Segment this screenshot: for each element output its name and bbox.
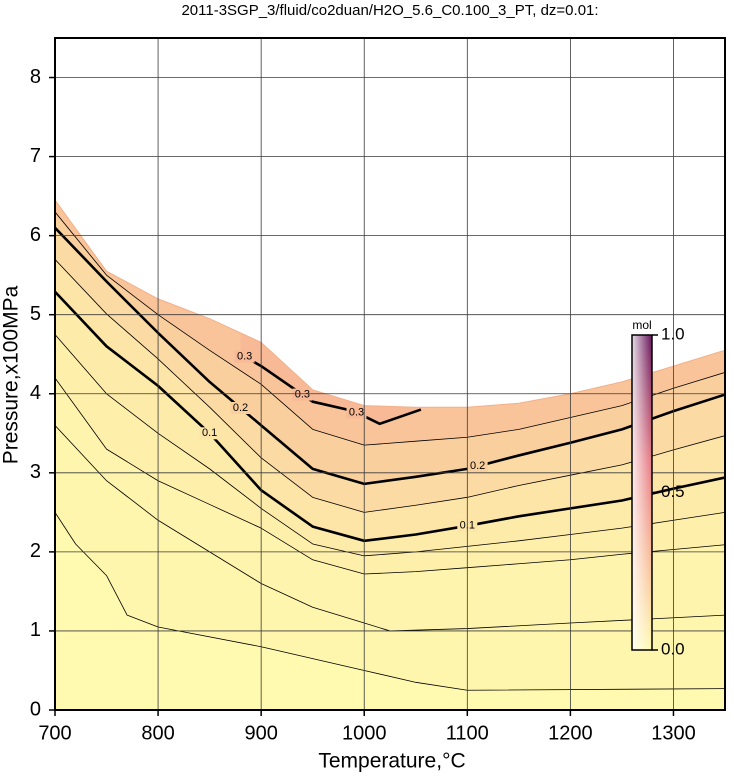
contour-line [55, 211, 725, 446]
x-tick-label: 1100 [446, 722, 489, 744]
x-tick-label: 700 [38, 722, 71, 744]
contour-label: 0.2 [233, 402, 248, 414]
colorbar-shade [632, 335, 652, 650]
contour-label-gap [230, 401, 251, 414]
y-tick-label: 2 [30, 540, 41, 562]
x-tick-label: 1000 [342, 722, 387, 744]
colorbar-tick-label: 0.0 [661, 639, 685, 658]
y-tick-label: 3 [30, 461, 41, 483]
x-axis-label: Temperature,°C [318, 750, 465, 773]
y-tick-label: 6 [30, 224, 41, 246]
contour-label-gap [292, 388, 313, 401]
contour-band [240, 200, 421, 424]
y-tick-label: 1 [30, 619, 41, 641]
contour-line [55, 512, 725, 691]
x-tick-label: 1200 [548, 722, 593, 744]
contour-label-gap [234, 350, 255, 363]
contour-label: 0.2 [470, 460, 485, 472]
plot-area: 0.10.10.20.20.30.30.3 [55, 199, 725, 710]
plot-frame [54, 37, 726, 711]
y-tick-label: 5 [30, 303, 41, 325]
contour-line [55, 334, 725, 557]
y-tick-label: 7 [30, 145, 41, 167]
contour-label-gap [467, 460, 488, 473]
contour-label: 0.3 [349, 406, 364, 418]
filled-region [55, 200, 725, 710]
contour-line [55, 425, 725, 632]
y-tick-label: 0 [30, 698, 41, 720]
contour-label: 0.1 [202, 427, 217, 439]
colorbar-tick-label: 1.0 [661, 324, 685, 343]
contour-label: 0.3 [295, 388, 310, 400]
x-tick-label: 1300 [651, 722, 696, 744]
y-tick-label: 4 [30, 382, 41, 404]
contour-line [55, 259, 725, 513]
chart-title: 2011-3SGP_3/fluid/co2duan/H2O_5.6_C0.100… [181, 2, 598, 19]
contour-line [55, 377, 725, 575]
y-axis-label: Pressure,x100MPa [0, 285, 23, 464]
contour-line [55, 226, 725, 486]
data-boundary [55, 199, 725, 408]
colorbar-tick-label: 0.5 [661, 482, 685, 501]
colorbar-label: mol [632, 318, 651, 332]
y-tick-label: 8 [30, 66, 41, 88]
contour-label-gap [346, 406, 367, 419]
x-tick-label: 800 [141, 722, 174, 744]
contour-label-gap [199, 427, 220, 440]
contour-label: 0.3 [237, 351, 252, 363]
x-tick-label: 900 [244, 722, 277, 744]
contour-line [239, 353, 422, 426]
